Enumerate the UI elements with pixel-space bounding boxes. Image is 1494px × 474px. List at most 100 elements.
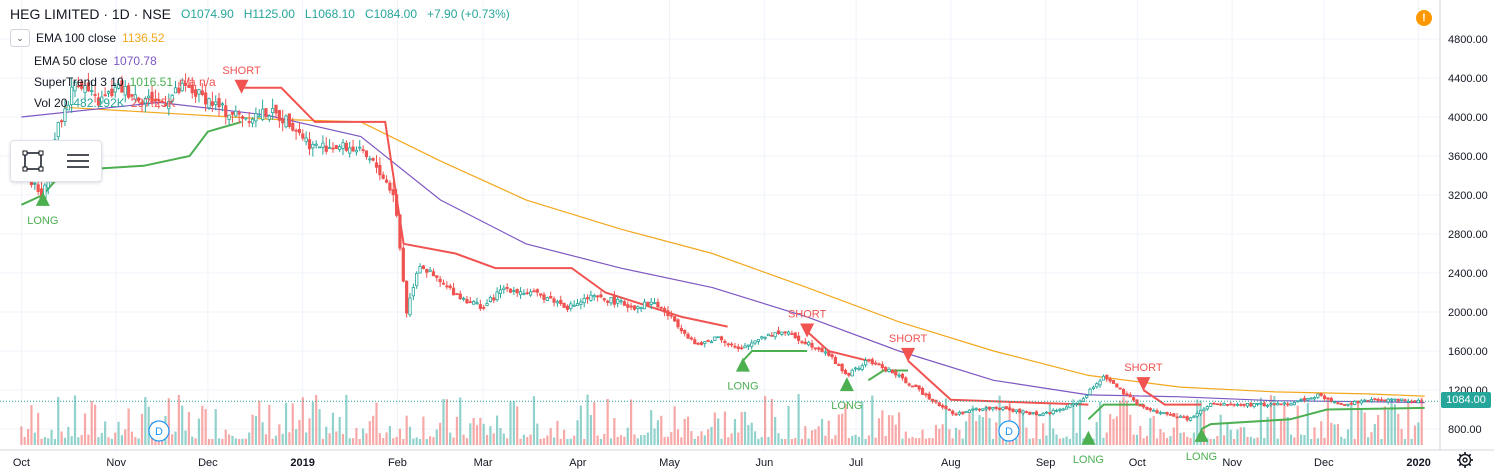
volume-bar — [730, 433, 733, 445]
candle-body — [874, 362, 878, 365]
volume-bar — [469, 423, 472, 445]
candle-body — [140, 101, 144, 104]
volume-bar — [733, 419, 737, 445]
volume-bar — [1216, 435, 1219, 445]
candle-body — [33, 182, 37, 185]
candle-body — [234, 110, 238, 117]
volume-bar — [1099, 401, 1102, 445]
volume-bar — [851, 435, 854, 445]
volume-bar — [318, 409, 321, 445]
y-tick-label: 4400.00 — [1448, 73, 1488, 85]
short-label: SHORT — [222, 65, 261, 77]
volume-bar — [626, 427, 629, 445]
candle-body — [810, 343, 814, 348]
volume-bar — [988, 418, 991, 445]
volume-bar — [566, 438, 569, 445]
volume-bar — [693, 438, 696, 445]
candle-body — [1326, 397, 1330, 400]
candle-body — [642, 301, 647, 310]
volume-bar — [713, 412, 716, 445]
volume-bar — [1380, 438, 1383, 445]
candle-body — [1389, 398, 1394, 401]
candle-body — [505, 287, 509, 289]
candle-body — [706, 340, 710, 342]
candle-body — [435, 275, 439, 278]
volume-bar — [1326, 399, 1330, 445]
volume-bar — [757, 438, 760, 445]
candle-body — [113, 86, 117, 93]
candle-body — [920, 388, 925, 395]
indicator-volume[interactable]: Vol 20 482.192K 297.25K — [10, 96, 510, 110]
volume-bar — [167, 398, 170, 445]
candle-body — [699, 342, 704, 345]
candle-body — [1128, 394, 1132, 398]
volume-bar — [351, 438, 355, 445]
candle-body — [1266, 404, 1270, 407]
gear-icon[interactable] — [1456, 451, 1474, 469]
lines-menu-icon[interactable] — [65, 150, 91, 172]
volume-bar — [1249, 436, 1252, 445]
volume-bar — [1115, 416, 1118, 445]
volume-bar — [934, 424, 938, 445]
candle-body — [381, 174, 385, 179]
indicator-ema100[interactable]: ⌄ EMA 100 close 1136.52 — [10, 29, 510, 47]
chevron-down-icon[interactable]: ⌄ — [10, 29, 30, 47]
candle-body — [291, 122, 295, 131]
candle-body — [532, 290, 536, 293]
indicator-ema50[interactable]: EMA 50 close 1070.78 — [10, 54, 510, 68]
candle-body — [616, 298, 620, 304]
x-tick-label: Jul — [849, 457, 863, 469]
candle-body — [1018, 409, 1022, 413]
volume-bar — [1072, 399, 1075, 445]
volume-bar — [710, 426, 713, 445]
candle-body — [555, 301, 560, 304]
volume-bar — [429, 436, 432, 445]
candle-body — [582, 297, 586, 304]
candle-body — [1209, 403, 1213, 407]
candle-body — [864, 360, 868, 366]
candle-body — [220, 103, 225, 106]
volume-bar — [958, 429, 961, 445]
volume-bar — [1403, 438, 1407, 445]
candle-body — [254, 113, 258, 122]
candle-body — [636, 306, 640, 309]
volume-bar — [1192, 432, 1196, 445]
candle-body — [374, 162, 379, 168]
candle-body — [1349, 402, 1353, 405]
alert-icon[interactable]: ! — [1416, 10, 1432, 26]
candle-body — [599, 294, 603, 298]
volume-bar — [1330, 422, 1333, 445]
rectangle-tool-icon[interactable] — [22, 150, 44, 172]
candle-body — [475, 302, 479, 305]
candle-body — [1195, 413, 1199, 417]
ema50-name: EMA 50 close — [34, 54, 108, 68]
volume-bar — [1407, 400, 1410, 445]
volume-bar — [1119, 400, 1122, 445]
volume-bar — [921, 429, 924, 445]
symbol-title[interactable]: HEG LIMITED · 1D · NSE — [10, 6, 172, 22]
volume-bar — [1360, 409, 1363, 445]
indicator-supertrend[interactable]: SuperTrend 3 10 1016.51 n/a n/a — [10, 75, 510, 89]
candle-body — [116, 83, 121, 89]
candle-body — [1098, 380, 1102, 386]
candle-body — [656, 301, 660, 308]
candle-body — [666, 310, 670, 316]
volume-bar — [777, 433, 780, 445]
candle-body — [907, 383, 911, 386]
volume-bar — [412, 438, 415, 445]
candle-body — [1279, 403, 1283, 406]
volume-bar — [1279, 420, 1283, 445]
candle-body — [884, 367, 888, 371]
volume-bar — [831, 438, 834, 445]
candle-body — [941, 404, 945, 408]
candle-body — [736, 346, 740, 350]
volume-bar — [938, 428, 941, 445]
volume-bar — [837, 414, 840, 445]
volume-bar — [1129, 414, 1132, 445]
candle-body — [937, 402, 941, 407]
volume-bar — [968, 412, 971, 445]
candle-body — [1065, 406, 1069, 410]
volume-bar — [1038, 438, 1041, 445]
volume-bar — [1062, 437, 1065, 445]
